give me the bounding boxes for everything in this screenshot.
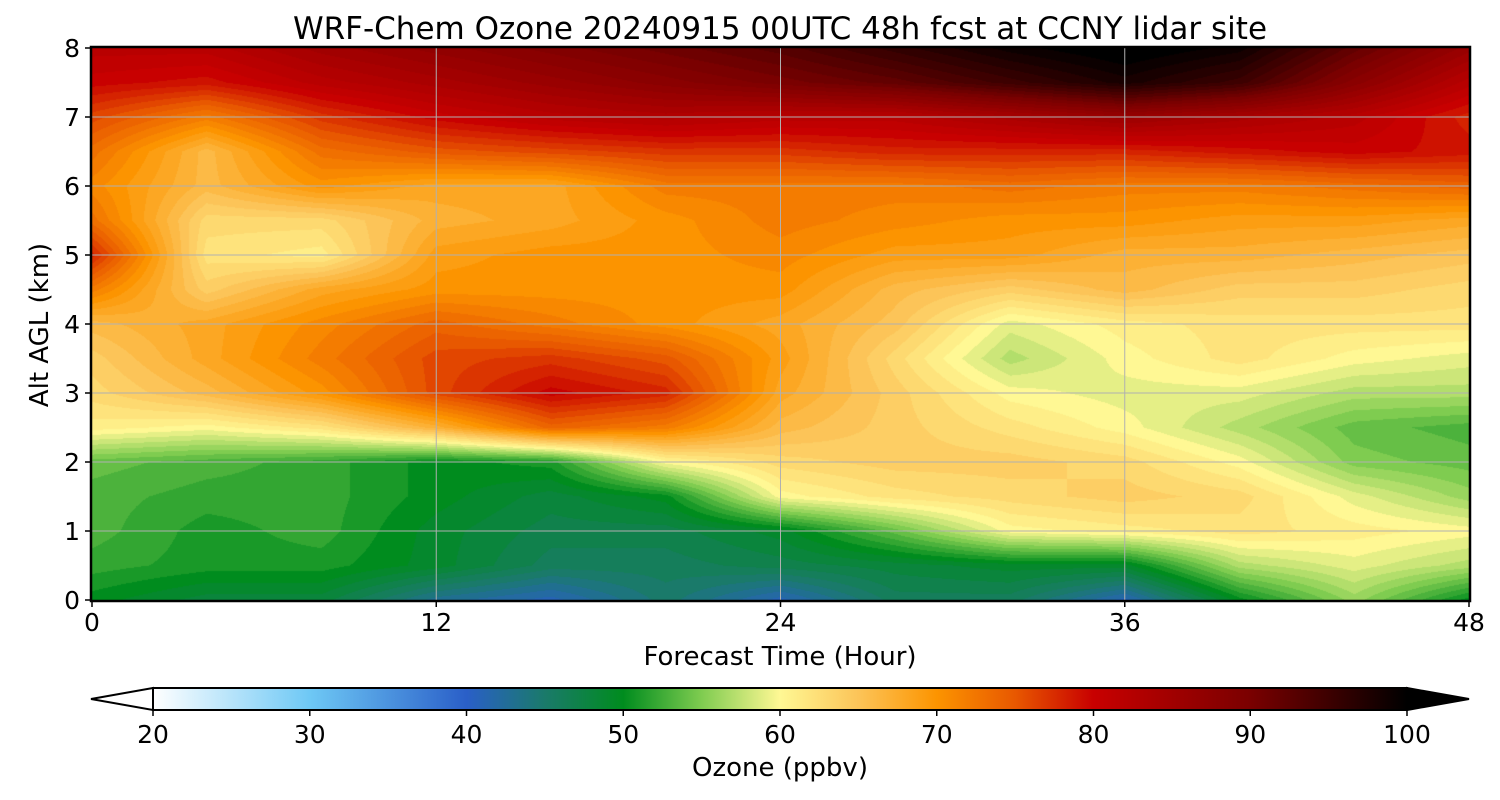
x-axis: 0 12 24 36 48 (84, 600, 1485, 637)
y-axis: 0 1 2 3 4 5 6 7 8 (64, 34, 92, 615)
y-tick-label: 0 (64, 586, 80, 615)
grid-lines (92, 48, 1469, 600)
colorbar-label: Ozone (ppbv) (692, 753, 868, 783)
y-tick-label: 1 (64, 517, 80, 546)
x-tick-label: 0 (84, 608, 100, 637)
colorbar-tick-label: 40 (451, 720, 483, 749)
y-tick-label: 6 (64, 172, 80, 201)
y-axis-label: Alt AGL (km) (25, 243, 55, 407)
colorbar-tick-label: 70 (921, 720, 953, 749)
y-tick-label: 4 (64, 310, 80, 339)
x-tick-label: 48 (1453, 608, 1485, 637)
colorbar: 20 30 40 50 60 70 80 90 100 Ozone (ppbv) (90, 686, 1470, 783)
colorbar-gradient (152, 687, 1408, 711)
x-tick-label: 36 (1109, 608, 1141, 637)
x-tick-label: 24 (765, 608, 797, 637)
colorbar-tick-label: 80 (1078, 720, 1110, 749)
y-tick-label: 8 (64, 34, 80, 63)
colorbar-upper-extension (1406, 686, 1470, 712)
heatmap-plot-area (89, 45, 1472, 603)
colorbar-tick-label: 20 (137, 720, 169, 749)
colorbar-tick-label: 50 (607, 720, 639, 749)
chart-title: WRF-Chem Ozone 20240915 00UTC 48h fcst a… (293, 11, 1267, 47)
colorbar-tick-label: 60 (764, 720, 796, 749)
x-axis-label: Forecast Time (Hour) (643, 642, 916, 672)
y-tick-label: 3 (64, 379, 80, 408)
colorbar-ticks: 20 30 40 50 60 70 80 90 100 (137, 710, 1431, 749)
y-tick-label: 2 (64, 448, 80, 477)
colorbar-tick-label: 30 (294, 720, 326, 749)
x-tick-label: 12 (420, 608, 452, 637)
colorbar-tick-label: 100 (1383, 720, 1431, 749)
colorbar-lower-extension (90, 686, 154, 712)
y-tick-label: 5 (64, 241, 80, 270)
y-tick-label: 7 (64, 103, 80, 132)
colorbar-tick-label: 90 (1234, 720, 1266, 749)
